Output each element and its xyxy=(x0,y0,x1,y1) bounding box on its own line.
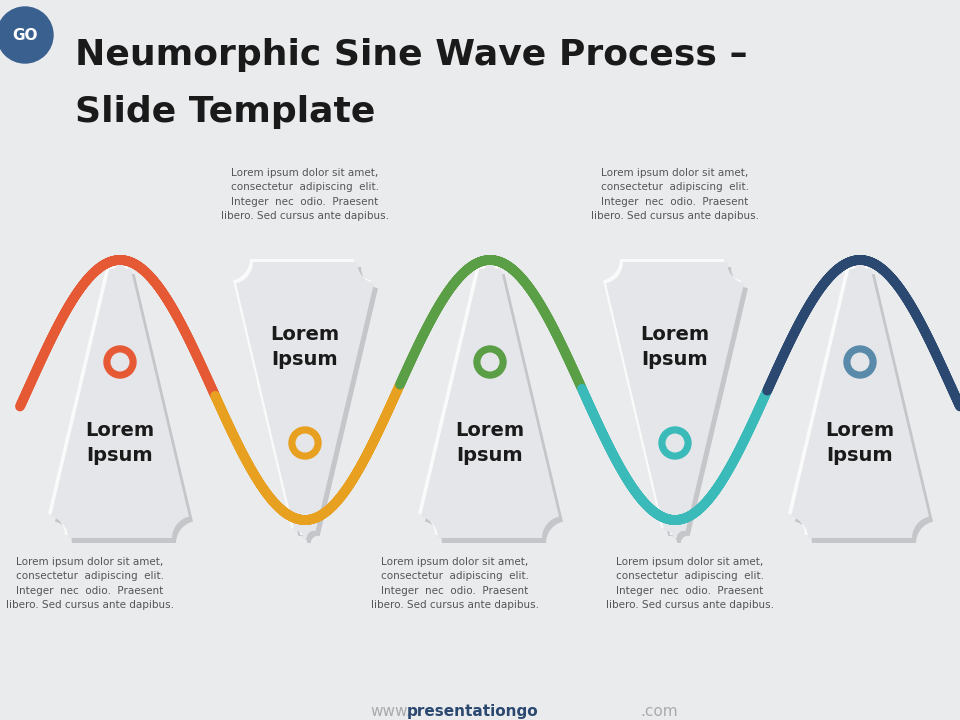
Circle shape xyxy=(474,346,506,378)
Polygon shape xyxy=(48,259,186,535)
Text: Neumorphic Sine Wave Process –: Neumorphic Sine Wave Process – xyxy=(75,38,748,72)
Polygon shape xyxy=(236,262,374,538)
Text: .com: .com xyxy=(640,704,678,719)
Circle shape xyxy=(0,7,53,63)
Polygon shape xyxy=(795,267,933,543)
Polygon shape xyxy=(606,262,744,538)
Polygon shape xyxy=(55,267,193,543)
Polygon shape xyxy=(425,267,563,543)
Text: www.: www. xyxy=(370,704,411,719)
Polygon shape xyxy=(421,262,559,538)
Text: presentationgo: presentationgo xyxy=(407,704,539,719)
Circle shape xyxy=(666,434,684,452)
Circle shape xyxy=(659,427,691,459)
Text: GO: GO xyxy=(12,27,37,42)
Polygon shape xyxy=(51,262,189,538)
Polygon shape xyxy=(603,259,741,535)
Polygon shape xyxy=(240,267,378,543)
Text: Lorem ipsum dolor sit amet,
consectetur  adipiscing  elit.
Integer  nec  odio.  : Lorem ipsum dolor sit amet, consectetur … xyxy=(606,557,774,610)
Text: Lorem
Ipsum: Lorem Ipsum xyxy=(85,421,155,464)
Polygon shape xyxy=(233,259,371,535)
Polygon shape xyxy=(791,262,929,538)
Text: Lorem ipsum dolor sit amet,
consectetur  adipiscing  elit.
Integer  nec  odio.  : Lorem ipsum dolor sit amet, consectetur … xyxy=(371,557,539,610)
Circle shape xyxy=(289,427,321,459)
Text: Lorem ipsum dolor sit amet,
consectetur  adipiscing  elit.
Integer  nec  odio.  : Lorem ipsum dolor sit amet, consectetur … xyxy=(221,168,389,221)
Text: Lorem ipsum dolor sit amet,
consectetur  adipiscing  elit.
Integer  nec  odio.  : Lorem ipsum dolor sit amet, consectetur … xyxy=(6,557,174,610)
Circle shape xyxy=(844,346,876,378)
Circle shape xyxy=(104,346,136,378)
Circle shape xyxy=(111,354,129,371)
Circle shape xyxy=(852,354,869,371)
Polygon shape xyxy=(788,259,926,535)
Polygon shape xyxy=(610,267,748,543)
Text: Lorem ipsum dolor sit amet,
consectetur  adipiscing  elit.
Integer  nec  odio.  : Lorem ipsum dolor sit amet, consectetur … xyxy=(591,168,759,221)
Circle shape xyxy=(297,434,314,452)
Polygon shape xyxy=(418,259,556,535)
Text: Lorem
Ipsum: Lorem Ipsum xyxy=(271,325,340,369)
Text: Lorem
Ipsum: Lorem Ipsum xyxy=(640,325,709,369)
Text: Lorem
Ipsum: Lorem Ipsum xyxy=(455,421,524,464)
Text: Lorem
Ipsum: Lorem Ipsum xyxy=(826,421,895,464)
Circle shape xyxy=(481,354,499,371)
Text: Slide Template: Slide Template xyxy=(75,95,375,129)
